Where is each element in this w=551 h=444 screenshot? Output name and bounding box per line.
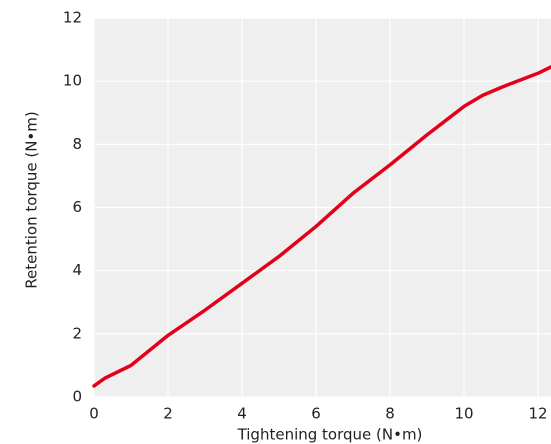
x-tick-label: 6 bbox=[311, 405, 321, 423]
x-tick-label: 8 bbox=[385, 405, 395, 423]
y-tick-label: 6 bbox=[72, 198, 82, 216]
x-tick-label: 2 bbox=[163, 405, 173, 423]
y-tick-label: 0 bbox=[72, 388, 82, 406]
x-tick-label: 10 bbox=[454, 405, 473, 423]
y-axis-label: Retention torque (N•m) bbox=[23, 111, 41, 288]
x-tick-label: 0 bbox=[89, 405, 99, 423]
data-line bbox=[92, 65, 551, 388]
y-tick-label: 4 bbox=[72, 261, 82, 279]
x-tick-label: 4 bbox=[237, 405, 247, 423]
x-tick-label: 12 bbox=[529, 405, 548, 423]
y-tick-label: 2 bbox=[72, 324, 82, 342]
y-tick-label: 12 bbox=[63, 9, 82, 27]
x-axis-label: Tightening torque (N•m) bbox=[237, 426, 423, 444]
y-tick-label: 8 bbox=[72, 135, 82, 153]
y-tick-label: 10 bbox=[63, 72, 82, 90]
